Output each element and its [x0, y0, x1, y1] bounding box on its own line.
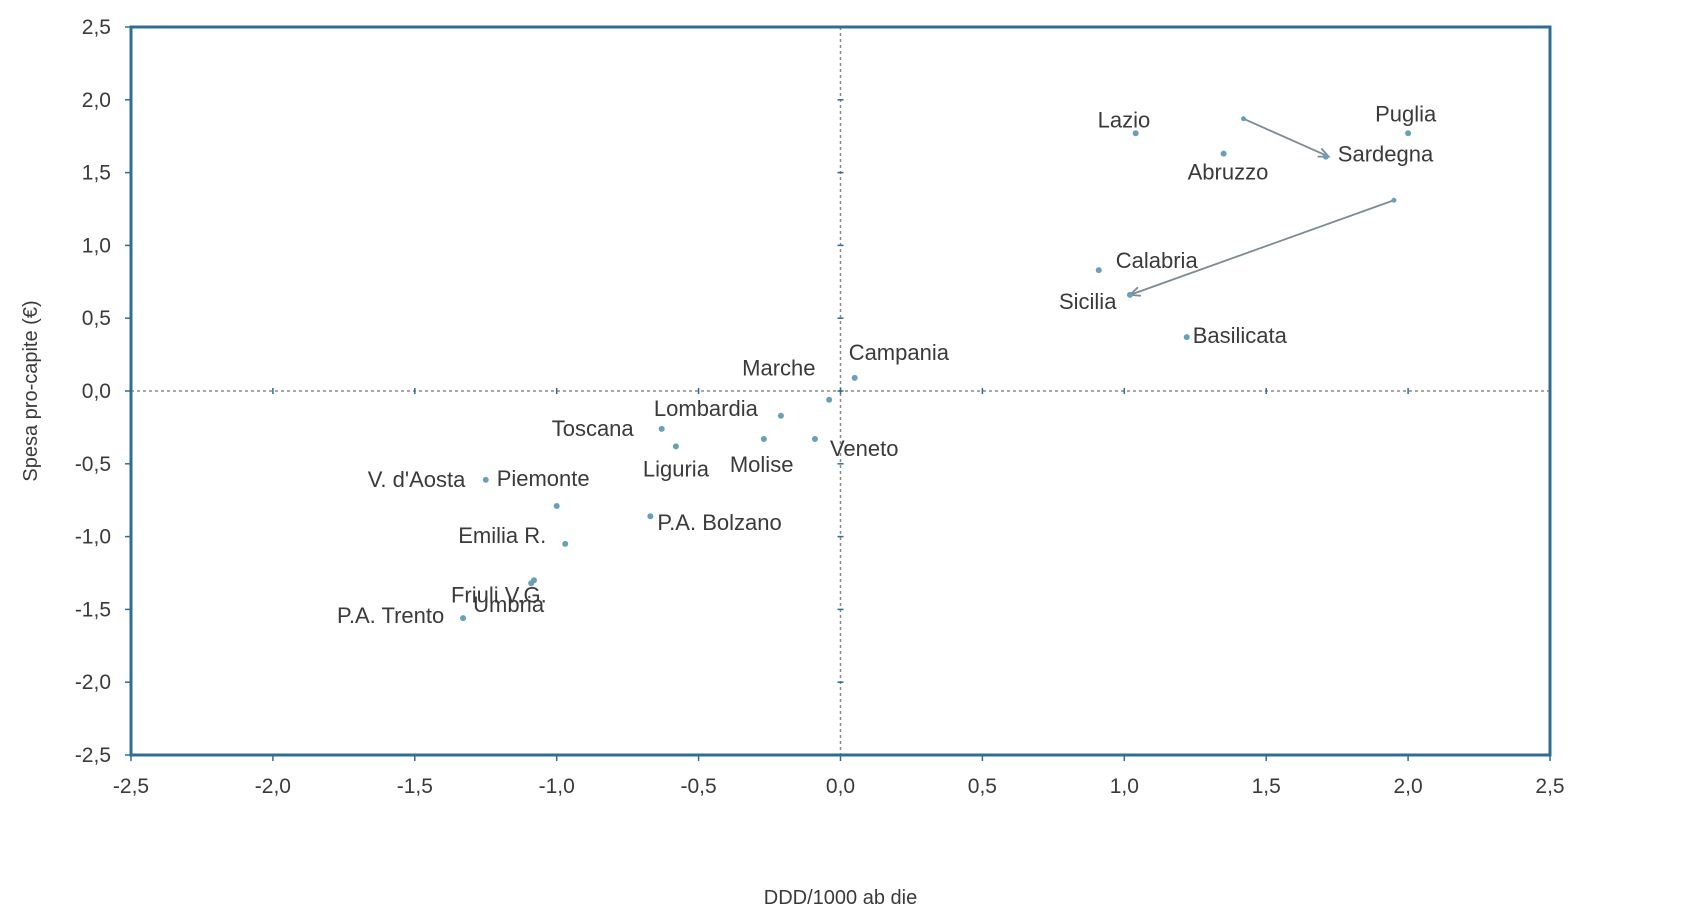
- data-point: [1095, 267, 1102, 274]
- y-tick-label: 0,0: [82, 380, 111, 403]
- data-point-label: Abruzzo: [1188, 160, 1269, 185]
- annotation-arrows: [1127, 116, 1397, 297]
- y-tick-label: -2,5: [75, 744, 111, 767]
- data-point: [1405, 130, 1412, 137]
- data-point-label: Lazio: [1098, 107, 1151, 132]
- data-point: [1126, 291, 1133, 298]
- data-point: [1183, 334, 1190, 341]
- data-point: [553, 503, 560, 510]
- data-point: [482, 476, 489, 483]
- x-tick-label: 1,0: [1110, 775, 1139, 798]
- data-point-label: Veneto: [830, 436, 899, 461]
- data-point: [826, 396, 833, 403]
- data-point-label: P.A. Bolzano: [657, 510, 781, 535]
- data-point-label: Sardegna: [1338, 142, 1434, 167]
- y-tick-label: 0,5: [82, 307, 111, 330]
- annotation-arrow-line: [1243, 117, 1330, 158]
- data-point-label: P.A. Trento: [337, 603, 444, 628]
- y-tick-label: 2,5: [82, 16, 111, 39]
- data-point: [647, 513, 654, 520]
- data-point-label: Lombardia: [654, 396, 759, 421]
- data-point: [851, 374, 858, 381]
- data-point-label: Puglia: [1375, 101, 1437, 126]
- data-point: [658, 425, 665, 432]
- x-axis-tick-labels: -2,5 -2,0 -1,5 -1,0 -0,5 0,0 0,5 1,0 1,5 2,0 2,5: [113, 775, 1565, 798]
- data-point-label: Friuli V.G.: [451, 582, 547, 607]
- data-point-label: Calabria: [1116, 248, 1199, 273]
- x-tick-label: 2,0: [1393, 775, 1422, 798]
- x-tick-label: -1,5: [397, 775, 433, 798]
- data-point-label: Marche: [742, 356, 815, 381]
- y-tick-label: 2,0: [82, 89, 111, 112]
- x-axis-title: DDD/1000 ab die: [764, 887, 917, 909]
- data-point-label: Piemonte: [497, 466, 590, 491]
- data-point: [562, 540, 569, 547]
- annotation-arrow-start: [1240, 116, 1246, 122]
- data-point: [460, 615, 467, 622]
- annotation-arrow-line: [1129, 199, 1395, 296]
- x-tick-label: 1,5: [1252, 775, 1281, 798]
- data-point-label: Basilicata: [1193, 323, 1288, 348]
- data-point-label: Umbria: [473, 592, 545, 617]
- data-point-label: V. d'Aosta: [368, 467, 466, 492]
- data-point-label: Molise: [730, 452, 794, 477]
- x-tick-label: 0,5: [968, 775, 997, 798]
- y-tick-label: -0,5: [75, 453, 111, 476]
- y-tick-label: -1,0: [75, 526, 111, 549]
- x-tick-label: 0,0: [826, 775, 855, 798]
- data-point: [811, 436, 818, 443]
- data-point-label: Toscana: [552, 416, 635, 441]
- y-tick-label: 1,5: [82, 162, 111, 185]
- data-point: [1220, 150, 1227, 157]
- axis-ticks: [125, 26, 1551, 761]
- x-tick-label: -2,5: [113, 775, 149, 798]
- annotation-arrow-start: [1391, 197, 1397, 203]
- x-tick-label: -1,0: [539, 775, 575, 798]
- y-tick-label: -2,0: [75, 671, 111, 694]
- y-tick-label: -1,5: [75, 598, 111, 621]
- data-point: [760, 436, 767, 443]
- y-axis-tick-labels: 2,5 2,0 1,5 1,0 0,5 0,0 -0,5 -1,0 -1,5 -2,0 -2,5: [75, 16, 111, 767]
- x-tick-label: -2,0: [255, 775, 291, 798]
- data-point-label: Emilia R.: [458, 523, 546, 548]
- data-point-label: Campania: [849, 340, 950, 365]
- data-point: [1132, 130, 1139, 137]
- x-tick-label: 2,5: [1535, 775, 1564, 798]
- data-point: [672, 443, 679, 450]
- y-axis-title: Spesa pro-capite (€): [20, 300, 42, 481]
- y-tick-label: 1,0: [82, 234, 111, 257]
- x-tick-label: -0,5: [681, 775, 717, 798]
- data-point-label: Sicilia: [1059, 289, 1117, 314]
- data-point-label: Liguria: [643, 456, 710, 481]
- plot-frame: [129, 25, 1552, 757]
- data-points: Lazio Puglia Sardegna Abruzzo Calabria Sicili…: [337, 101, 1437, 628]
- data-point: [1322, 153, 1329, 160]
- data-point: [777, 412, 784, 419]
- data-point: [528, 580, 535, 587]
